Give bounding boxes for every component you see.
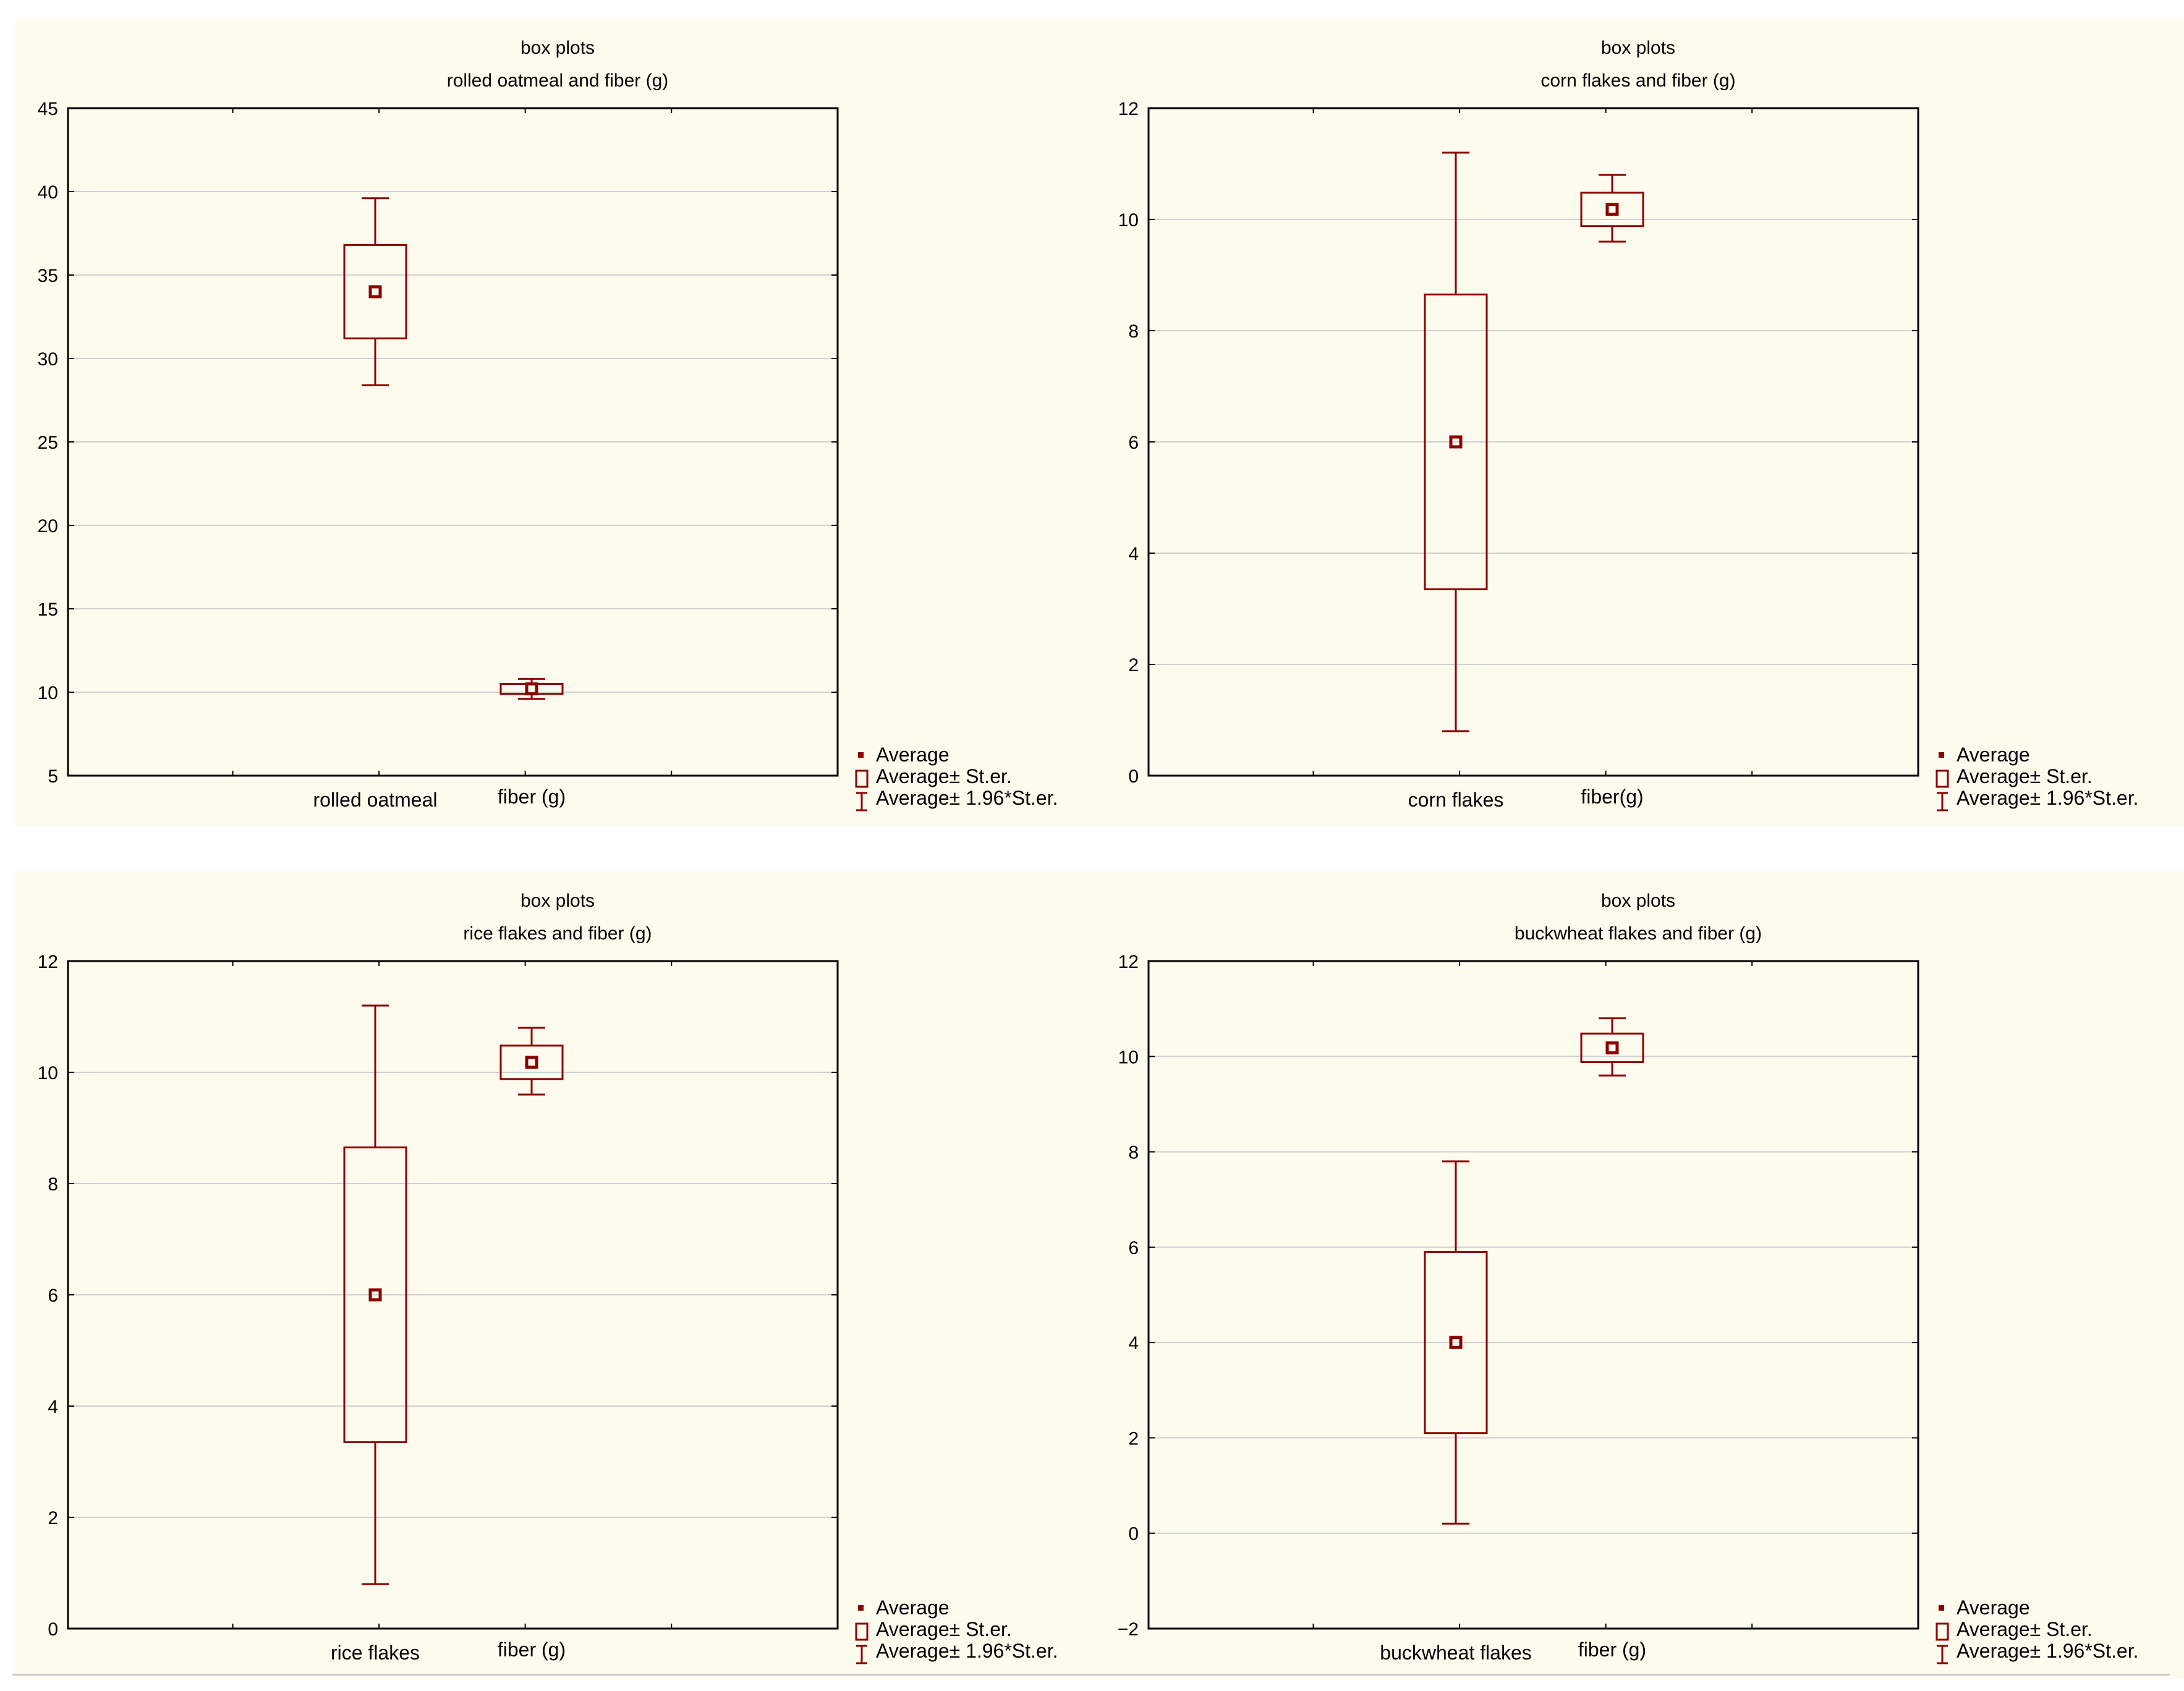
plot-frame [67,960,839,1630]
legend-label: Average [876,744,950,766]
chart-subtitle: rolled oatmeal and fiber (g) [447,70,669,91]
chart-title: box plots [521,891,595,911]
y-tick-label: 12 [1118,99,1139,119]
average-marker [368,1288,382,1302]
legend-label: Average± 1.96*St.er. [1957,787,2139,809]
y-tick-label: 35 [38,266,58,286]
plot-frame [67,107,839,777]
x-category-label: fiber (g) [498,786,566,808]
x-category-label: fiber (g) [1578,1638,1646,1661]
y-tick-label: 2 [48,1508,58,1528]
legend-average-marker [1939,1605,1944,1611]
y-tick-label: 15 [38,600,58,620]
box-plot-buckwheat-flakes: box plots buckwheat flakes and fiber (g) −… [1118,891,2139,1664]
legend-label: Average± St.er. [1957,1618,2093,1640]
se-box [499,1045,564,1080]
y-tick-label: 10 [38,683,58,703]
chart-title: box plots [1601,891,1675,911]
average-marker [1605,1041,1619,1054]
box-plot-corn-flakes: box plots corn flakes and fiber (g) 0 2 4 6 8 1… [1118,38,2139,812]
legend-label: Average± St.er. [1957,765,2093,787]
y-tick-label: 6 [48,1286,58,1306]
legend-label: Average± 1.96*St.er. [876,1640,1058,1662]
y-tick-label: 0 [1128,766,1139,787]
chart-panel-corn-flakes: box plots corn flakes and fiber (g) 0 2 4 6 8 1… [1096,19,2184,826]
se-box [343,244,407,340]
plot-frame [1147,107,1919,777]
average-marker [1605,203,1619,216]
y-tick-label: 40 [38,182,58,203]
se-box [343,1146,407,1443]
box-plot-rice-flakes: box plots rice flakes and fiber (g) 0 2 4 6 8 1… [38,891,1058,1664]
y-tick-label: 0 [1128,1524,1139,1545]
plot-frame [1147,960,1919,1630]
legend-label: Average± 1.96*St.er. [1957,1640,2139,1662]
se-box [1424,1251,1488,1435]
y-tick-label: 4 [1128,544,1139,564]
bottom-divider [12,1674,2170,1676]
average-marker [525,682,538,696]
average-marker [1449,1336,1463,1349]
y-tick-label: 12 [1118,952,1139,972]
legend-label: Average [876,1596,950,1619]
y-tick-label: 8 [1128,321,1139,342]
chart-panel-rice-flakes: box plots rice flakes and fiber (g) 0 2 4 6 8 1… [15,871,1096,1679]
x-category-label: corn flakes [1408,789,1504,811]
y-tick-label: −2 [1118,1619,1139,1640]
y-tick-label: 4 [1128,1333,1139,1354]
x-category-label: buckwheat flakes [1380,1642,1531,1664]
average-marker [1449,435,1463,449]
y-tick-label: 30 [38,349,58,370]
box-plot-rolled-oatmeal: box plots rolled oatmeal and fiber (g) 5 10… [38,38,1058,812]
legend-se-marker [855,769,869,788]
y-tick-label: 2 [1128,1428,1139,1449]
y-tick-label: 20 [38,516,58,536]
legend-label: Average± St.er. [876,1618,1012,1640]
legend-se-marker [1935,1622,1949,1641]
chart-panel-buckwheat-flakes: box plots buckwheat flakes and fiber (g) −… [1096,871,2184,1679]
y-tick-label: 45 [38,99,58,119]
y-tick-label: 5 [48,766,58,787]
se-box [1424,294,1488,590]
legend-average-marker [858,1605,864,1611]
y-tick-label: 8 [48,1174,58,1195]
chart-title: box plots [521,38,595,58]
legend-label: Average [1957,1596,2030,1619]
chart-subtitle: rice flakes and fiber (g) [463,923,652,944]
legend-se-marker [1935,769,1949,788]
average-marker [525,1056,538,1069]
x-category-label: fiber(g) [1581,786,1643,808]
y-tick-label: 10 [1118,1047,1139,1067]
se-box [1580,1032,1644,1064]
y-tick-label: 12 [38,952,58,972]
y-tick-label: 8 [1128,1143,1139,1163]
chart-subtitle: buckwheat flakes and fiber (g) [1515,923,1762,944]
legend-label: Average± 1.96*St.er. [876,787,1058,809]
y-tick-label: 25 [38,433,58,453]
y-tick-label: 0 [48,1619,58,1640]
y-tick-label: 6 [1128,433,1139,453]
se-box [1580,192,1644,227]
y-tick-label: 4 [48,1397,58,1417]
legend-label: Average± St.er. [876,765,1012,787]
y-tick-label: 10 [1118,210,1139,231]
chart-panel-rolled-oatmeal: box plots rolled oatmeal and fiber (g) 5 10… [15,19,1096,826]
y-tick-label: 10 [38,1063,58,1083]
average-marker [368,285,382,299]
legend-average-marker [1939,752,1944,758]
x-category-label: rice flakes [331,1642,420,1664]
y-tick-label: 2 [1128,655,1139,676]
y-tick-label: 6 [1128,1238,1139,1258]
chart-title: box plots [1601,38,1675,58]
legend-label: Average [1957,744,2030,766]
x-category-label: rolled oatmeal [313,789,438,811]
legend-se-marker [855,1622,869,1641]
legend-average-marker [858,752,864,758]
chart-subtitle: corn flakes and fiber (g) [1540,70,1735,91]
x-category-label: fiber (g) [498,1638,566,1661]
